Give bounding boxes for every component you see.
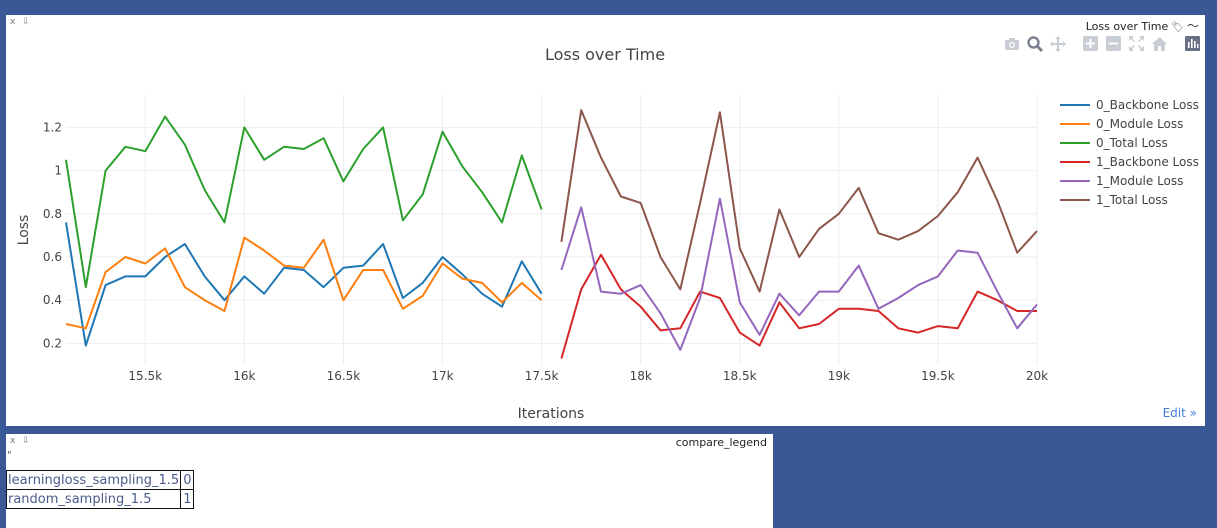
autoscale-icon[interactable] — [1128, 35, 1145, 52]
close-icon[interactable]: x — [10, 436, 16, 446]
y-tick-label: 1 — [54, 164, 62, 178]
zoom-in-icon[interactable] — [1082, 35, 1099, 52]
x-tick-label: 20k — [1026, 369, 1048, 383]
tag-icon[interactable]: 🏷 — [1171, 22, 1184, 33]
x-axis-label: Iterations — [518, 406, 585, 422]
download-icon[interactable]: ⇩ — [22, 17, 30, 27]
series-line-0-backbone-loss — [65, 222, 543, 347]
table-row: random_sampling_1.5 1 — [5, 489, 195, 509]
x-tick-label: 18k — [630, 369, 652, 383]
smooth-icon[interactable]: 〜 — [1186, 19, 1199, 33]
pane-title: compare_legend — [675, 436, 767, 449]
legend-entry: 0_Module Loss — [1096, 117, 1183, 131]
series-line-1-total-loss — [560, 109, 1038, 293]
legend-row-index: 1 — [180, 489, 195, 509]
legend-row-label: random_sampling_1.5 — [5, 489, 182, 509]
close-icon[interactable]: x — [10, 17, 16, 27]
y-tick-label: 1.2 — [43, 120, 62, 134]
y-axis-label: Loss — [16, 215, 32, 246]
y-tick-label: 0.4 — [43, 293, 62, 307]
compare-legend-table: learningloss_sampling_1.5 0 random_sampl… — [5, 470, 195, 509]
chart-title: Loss over Time — [545, 45, 665, 64]
y-tick-label: 0.8 — [43, 207, 62, 221]
legend-row-index: 0 — [180, 470, 195, 490]
plotly-logo-icon[interactable] — [1184, 35, 1201, 52]
legend-row-label: learningloss_sampling_1.5 — [5, 470, 182, 490]
pane-title: Loss over Time 🏷 〜 — [1086, 17, 1199, 34]
x-tick-label: 19.5k — [921, 369, 955, 383]
y-tick-label: 0.2 — [43, 336, 62, 350]
edit-link[interactable]: Edit » — [1162, 406, 1197, 420]
legend-entry: 1_Backbone Loss — [1096, 155, 1199, 169]
series-line-1-module-loss — [560, 197, 1038, 351]
x-tick-label: 15.5k — [128, 369, 162, 383]
x-tick-label: 16.5k — [327, 369, 361, 383]
camera-icon[interactable] — [1003, 35, 1020, 52]
series-line-1-backbone-loss — [560, 253, 1037, 359]
pan-icon[interactable] — [1049, 35, 1066, 52]
modebar — [1003, 35, 1201, 52]
x-tick-label: 19k — [828, 369, 850, 383]
series-line-0-module-loss — [65, 236, 543, 330]
zoom-icon[interactable] — [1026, 35, 1043, 52]
y-tick-label: 0.6 — [43, 250, 62, 264]
loss-chart: 0.2 0.4 0.6 0.8 1 1.2 15.5k 16k 16.5k 17k 17.5k 18k… — [16, 45, 1199, 422]
legend-entry: 1_Total Loss — [1096, 193, 1168, 207]
plot-pane: x ⇩ Loss over Time 🏷 〜 0.2 0.4 0.6 0.8 1 1.2 15.… — [6, 15, 1205, 426]
legend-entry: 1_Module Loss — [1096, 174, 1183, 188]
series-line-0-total-loss — [65, 115, 543, 289]
pane-title-text: Loss over Time — [1085, 20, 1169, 33]
zoom-out-icon[interactable] — [1105, 35, 1122, 52]
legend-entry: 0_Backbone Loss — [1096, 98, 1199, 112]
reset-axes-icon[interactable] — [1151, 35, 1168, 52]
compare-legend-pane: x ⇩ compare_legend " learningloss_sampli… — [5, 434, 773, 528]
x-tick-label: 16k — [233, 369, 255, 383]
x-tick-label: 17.5k — [525, 369, 559, 383]
x-tick-label: 17k — [431, 369, 453, 383]
table-row: learningloss_sampling_1.5 0 — [5, 470, 195, 490]
quote-text: " — [7, 450, 12, 461]
x-tick-label: 18.5k — [723, 369, 757, 383]
download-icon[interactable]: ⇩ — [22, 436, 30, 446]
legend-entry: 0_Total Loss — [1096, 136, 1168, 150]
